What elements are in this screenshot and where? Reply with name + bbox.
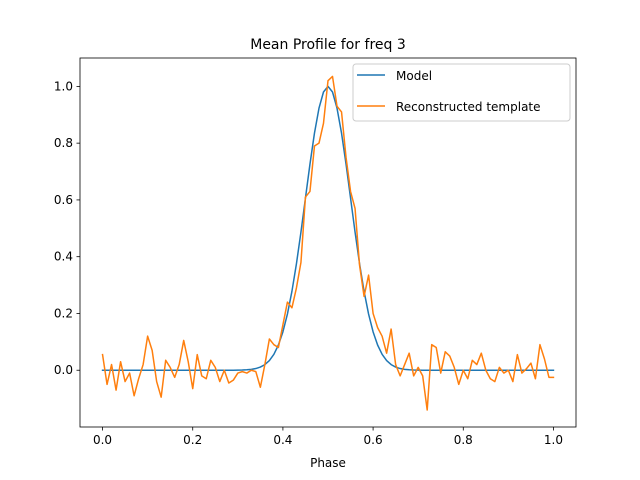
legend-frame bbox=[352, 63, 571, 122]
legend: Model Reconstructed template bbox=[352, 63, 571, 122]
y-tick-label: 0.8 bbox=[54, 136, 73, 150]
y-tick-label: 0.2 bbox=[54, 306, 73, 320]
x-axis-label: Phase bbox=[310, 456, 346, 470]
x-tick-label: 0.0 bbox=[93, 433, 112, 447]
x-tick-label: 0.6 bbox=[364, 433, 383, 447]
series-layer bbox=[101, 75, 555, 411]
series-line-reconstructed-template bbox=[101, 75, 555, 411]
y-axis-ticks: 0.0 0.2 0.4 0.6 0.8 1.0 bbox=[54, 79, 80, 377]
y-tick-label: 1.0 bbox=[54, 79, 73, 93]
y-tick-label: 0.4 bbox=[54, 250, 73, 264]
x-axis-ticks: 0.0 0.2 0.4 0.6 0.8 1.0 bbox=[93, 427, 563, 447]
chart-title: Mean Profile for freq 3 bbox=[250, 37, 406, 53]
x-tick-label: 0.2 bbox=[183, 433, 202, 447]
x-tick-label: 0.4 bbox=[273, 433, 292, 447]
x-tick-label: 0.8 bbox=[454, 433, 473, 447]
legend-label-reconstructed: Reconstructed template bbox=[396, 100, 541, 114]
series-line-model bbox=[101, 85, 555, 371]
legend-label-model: Model bbox=[396, 69, 432, 83]
y-tick-label: 0.0 bbox=[54, 363, 73, 377]
plot-frame bbox=[79, 57, 577, 428]
y-tick-label: 0.6 bbox=[54, 193, 73, 207]
x-tick-label: 1.0 bbox=[544, 433, 563, 447]
